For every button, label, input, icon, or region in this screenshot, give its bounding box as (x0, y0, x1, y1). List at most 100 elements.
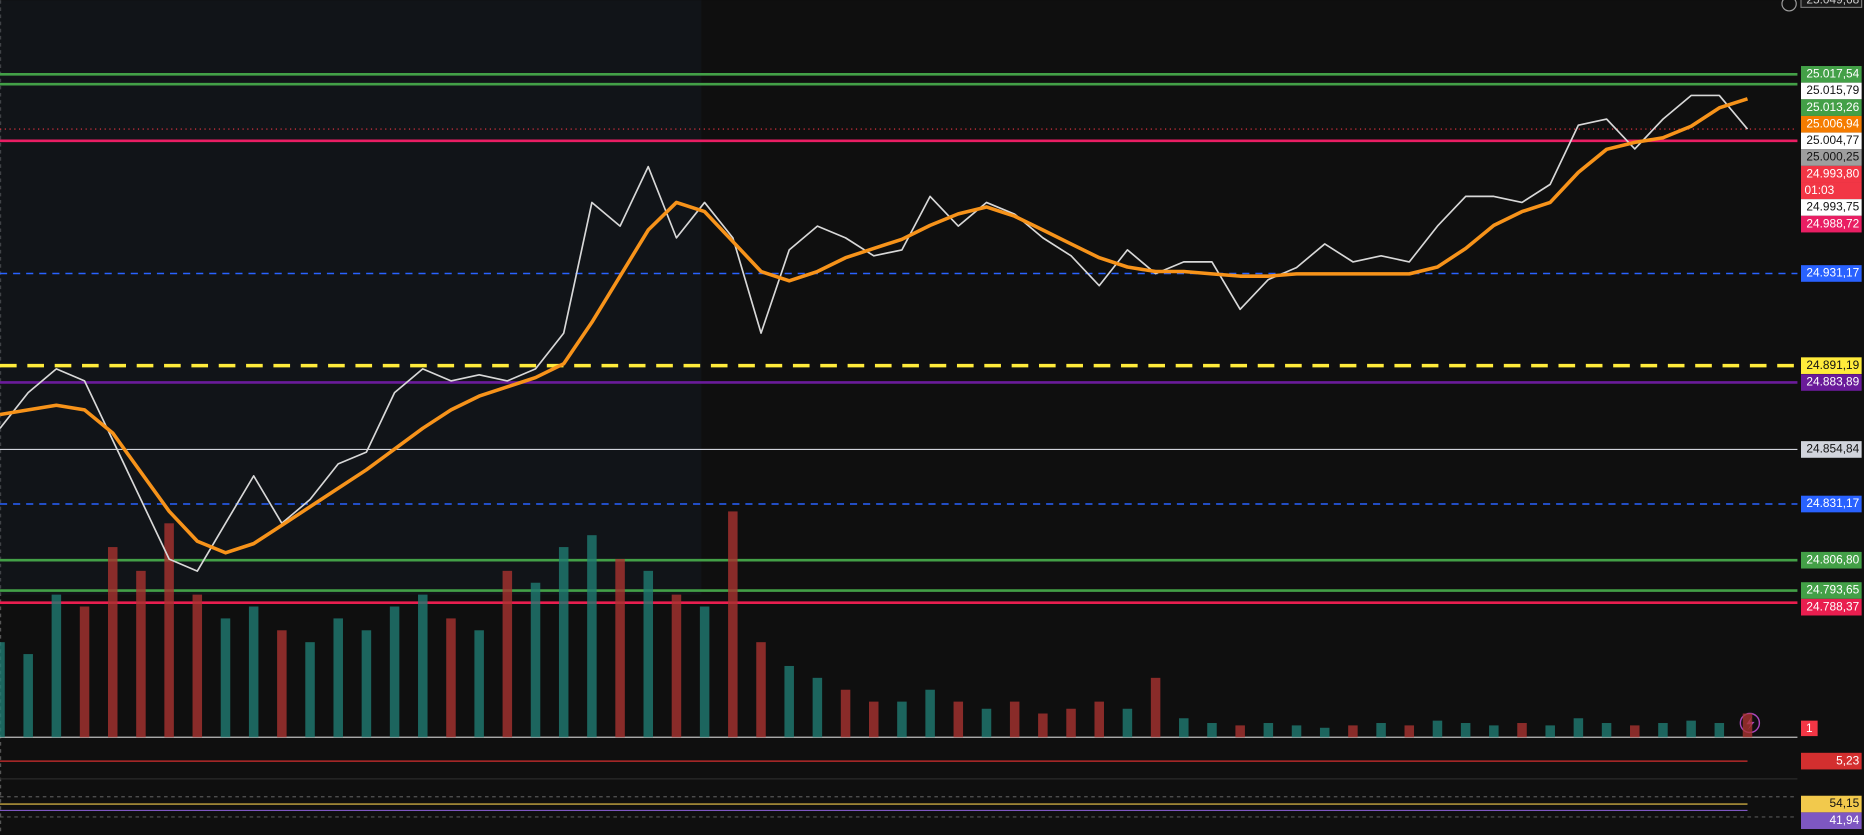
volume-bar (107, 547, 118, 738)
volume-bar (699, 606, 710, 738)
volume-bar (756, 642, 766, 738)
volume-bar (277, 630, 287, 738)
y-tick-label: 25.049,68 (1806, 0, 1859, 6)
price-label: 24.854,84 (1806, 442, 1859, 456)
volume-bar (1235, 725, 1245, 738)
volume-bar (615, 558, 625, 738)
price-line (0, 94, 1749, 572)
volume-bar (1376, 723, 1386, 738)
price-label-box (1800, 582, 1862, 599)
volume-bar (79, 606, 90, 738)
price-label-box (1800, 115, 1862, 133)
volume-bar (1630, 725, 1640, 738)
price-label-box (1800, 182, 1862, 200)
volume-bar (1573, 718, 1584, 738)
volume-bar (953, 701, 964, 738)
price-label: 24.891,19 (1806, 358, 1859, 372)
moving-average-line (0, 97, 1749, 555)
price-label-box (1800, 357, 1862, 374)
price-label: 25.013,26 (1806, 100, 1859, 114)
price-label-box (1800, 165, 1862, 183)
price-label: 25.006,94 (1806, 116, 1859, 130)
volume-bar (361, 630, 372, 738)
volume-bar (192, 594, 203, 738)
volume-bar (558, 547, 569, 738)
volume-bar (1714, 723, 1725, 738)
volume-bar (418, 594, 428, 738)
price-label: 24.831,17 (1806, 496, 1859, 510)
price-label-box (1800, 215, 1862, 233)
price-label: 24.993,75 (1806, 200, 1859, 214)
volume-bar (840, 689, 851, 738)
volume-bar (1404, 725, 1415, 738)
volume-bar (643, 570, 654, 738)
price-label: 24.793,65 (1806, 583, 1859, 597)
volume-bar (1179, 718, 1189, 738)
volume-bar (530, 582, 541, 738)
volume-bar (502, 570, 513, 738)
volume-bar (1517, 723, 1527, 738)
price-label-box (1800, 199, 1862, 216)
volume-bar (812, 677, 823, 738)
volume-bar (587, 535, 597, 738)
price-label: 25.015,79 (1806, 83, 1859, 97)
volume-bar (389, 606, 400, 738)
volume-bar (1038, 713, 1048, 738)
volume-bar (1432, 720, 1443, 738)
volume-bar (474, 630, 484, 738)
volume-badge: 1 (1806, 721, 1813, 735)
price-label-box (1800, 265, 1862, 282)
volume-bar (1460, 723, 1471, 738)
volume-bar (784, 665, 794, 738)
indicator-label-box (1800, 812, 1862, 830)
price-label-box (1800, 495, 1862, 513)
indicator-label: 54,15 (1830, 796, 1860, 810)
volume-bar (1348, 725, 1358, 738)
indicator-label: 5,23 (1836, 753, 1860, 767)
price-label-box (1800, 441, 1862, 458)
price-label-box (1800, 374, 1862, 391)
volume-bar (136, 570, 146, 738)
volume-bar (164, 523, 174, 738)
price-label-box (1800, 598, 1862, 616)
price-label: 25.017,54 (1806, 66, 1859, 80)
countdown: 01:03 (1805, 183, 1835, 197)
add-icon[interactable] (1781, 0, 1797, 12)
volume-bar (248, 606, 259, 738)
volume-bar (51, 594, 62, 738)
volume-bar (220, 618, 231, 738)
price-label: 24.931,17 (1806, 266, 1859, 280)
volume-bar (1122, 708, 1133, 738)
volume-bar (0, 642, 5, 738)
price-label-box (1800, 551, 1862, 569)
price-label-box (1800, 132, 1862, 150)
price-label: 24.883,89 (1806, 375, 1859, 389)
volume-bar (728, 511, 738, 738)
volume-bar (981, 708, 992, 738)
volume-bar (446, 618, 456, 738)
price-label-box (1800, 82, 1862, 100)
price-label: 24.788,37 (1806, 599, 1859, 613)
volume-bar (1009, 701, 1020, 738)
volume-bar (1291, 725, 1302, 738)
indicator-label-box (1800, 795, 1862, 813)
volume-badge-box (1800, 720, 1818, 737)
price-label-box (1800, 149, 1862, 166)
highlight-zone (0, 0, 702, 595)
volume-bar (925, 689, 935, 738)
price-label: 25.000,25 (1806, 150, 1859, 164)
indicator-label: 41,94 (1830, 813, 1860, 827)
price-label: 24.806,80 (1806, 552, 1859, 566)
volume-bar (333, 618, 343, 738)
volume-bar (1263, 723, 1274, 738)
y-tick-box (1800, 0, 1863, 8)
volume-bar (671, 594, 682, 738)
volume-bar (1489, 725, 1499, 738)
volume-bar (897, 701, 907, 738)
price-label: 24.993,80 (1806, 166, 1859, 180)
price-label-box (1800, 99, 1862, 116)
indicator-label-box (1800, 752, 1862, 770)
volume-bar (23, 654, 33, 738)
